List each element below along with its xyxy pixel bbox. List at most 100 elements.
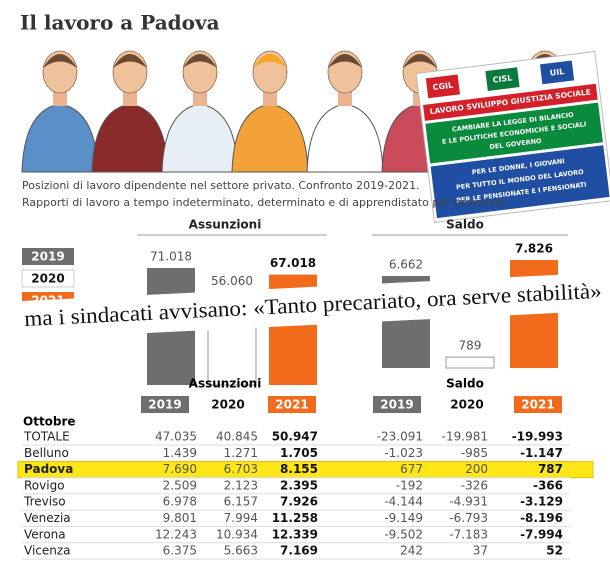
cell: 5.663 [224, 544, 258, 558]
cell: 242 [400, 544, 423, 558]
person-hair [328, 54, 362, 68]
overlay-bg [17, 272, 609, 340]
value-label: 71.018 [150, 250, 192, 264]
person-hair [183, 54, 217, 68]
cell: 2.509 [163, 478, 197, 492]
row-name: Rovigo [24, 478, 65, 492]
cell: -9.502 [384, 527, 423, 541]
cell: 1.439 [163, 446, 197, 460]
value-label: 6.662 [389, 258, 423, 272]
year-header-box [141, 396, 189, 413]
cell: 12.243 [155, 527, 197, 541]
cell: 2.395 [280, 478, 318, 492]
cell: 6.375 [163, 544, 197, 558]
person-hair [113, 54, 147, 68]
value-label: 7.826 [515, 242, 553, 256]
person-neck [338, 90, 352, 106]
cell: 2.123 [224, 478, 258, 492]
cell: -19.993 [512, 430, 563, 444]
subtitle: Rapporti di lavoro a tempo indeterminato… [22, 196, 504, 209]
logo-text: CGIL [432, 81, 453, 92]
cell: -7.183 [449, 527, 488, 541]
cell: 6.703 [224, 462, 258, 476]
cell: 7.169 [280, 544, 318, 558]
year-header-box [373, 396, 421, 413]
cell: -326 [461, 478, 488, 492]
chart-title: Assunzioni [189, 218, 262, 232]
cell: -9.149 [384, 511, 423, 525]
cell: -19.981 [442, 430, 488, 444]
row-name: Treviso [23, 495, 66, 509]
row-name: Padova [24, 462, 73, 476]
cell: 52 [546, 544, 563, 558]
cell: 10.934 [216, 527, 258, 541]
cell: 677 [400, 462, 423, 476]
section-label: Ottobre [23, 415, 76, 429]
cell: 40.845 [216, 430, 258, 444]
row-name: Venezia [24, 511, 71, 525]
cell: -8.196 [520, 511, 563, 525]
cell: -1.147 [520, 446, 563, 460]
cell: 1.271 [224, 446, 258, 460]
person-hair [43, 54, 77, 68]
person-hair [403, 54, 437, 68]
year-header: 2020 [450, 398, 483, 412]
legend-label: 2019 [31, 250, 64, 264]
year-header: 2019 [148, 398, 181, 412]
person-neck [123, 90, 137, 106]
cell: 6.978 [163, 495, 197, 509]
cell: 6.157 [224, 495, 258, 509]
person-neck [53, 90, 67, 106]
legend-swatch [22, 248, 74, 265]
cell: 200 [465, 462, 488, 476]
person-neck [263, 90, 277, 106]
value-label: 789 [459, 339, 482, 353]
cell: 7.926 [280, 495, 318, 509]
cell: -4.931 [449, 495, 488, 509]
logo-text: UIL [549, 67, 565, 78]
cell: 787 [538, 462, 563, 476]
cell: -3.129 [520, 495, 563, 509]
row-name: Belluno [24, 446, 69, 460]
person-neck [193, 90, 207, 106]
flyer-green [425, 102, 603, 164]
year-header-box [443, 396, 491, 413]
bar [445, 356, 495, 369]
year-header: 2019 [380, 398, 413, 412]
cell: 8.155 [280, 462, 318, 476]
row-name: Vicenza [24, 544, 71, 558]
cell: 37 [473, 544, 488, 558]
year-header-box [204, 396, 252, 413]
cell: 1.705 [280, 446, 318, 460]
value-label: 67.018 [270, 256, 316, 270]
group-header: Saldo [446, 377, 484, 391]
cell: -4.144 [384, 495, 423, 509]
cell: 47.035 [155, 430, 197, 444]
cell: -985 [461, 446, 488, 460]
logo-box [485, 67, 520, 91]
flyer-banner-bg [423, 83, 598, 121]
year-header: 2021 [521, 398, 554, 412]
legend-swatch [21, 269, 75, 288]
cell: 7.994 [224, 511, 258, 525]
cell: 50.947 [272, 430, 318, 444]
subtitle: Posizioni di lavoro dipendente nel setto… [22, 179, 420, 192]
group-header: Assunzioni [189, 377, 262, 391]
value-label: 56.060 [211, 274, 253, 288]
cell: 7.690 [163, 462, 197, 476]
year-header-box [514, 396, 562, 413]
logo-box [425, 74, 461, 99]
cell: 9.801 [163, 511, 197, 525]
row-name: TOTALE [23, 430, 70, 444]
cell: -7.994 [520, 527, 563, 541]
cell: -6.793 [449, 511, 488, 525]
person-hair [253, 54, 287, 68]
logo-text: CISL [492, 73, 513, 84]
chart-title: Saldo [446, 218, 484, 232]
cell: -366 [533, 478, 563, 492]
cell: -1.023 [384, 446, 423, 460]
year-header-box [268, 396, 316, 413]
logo-box [539, 60, 575, 85]
